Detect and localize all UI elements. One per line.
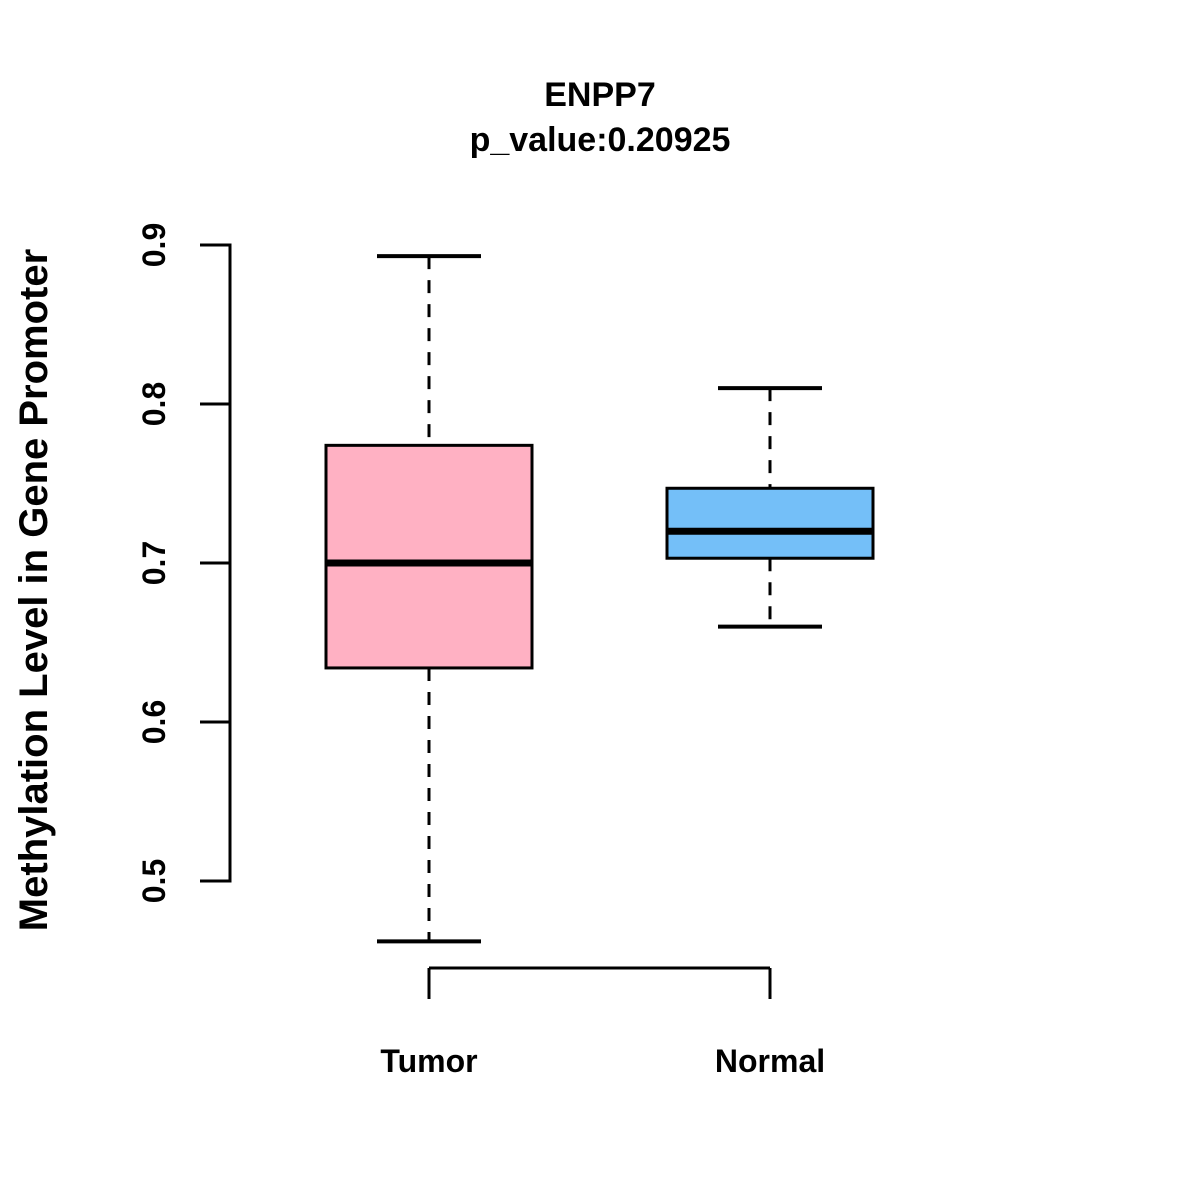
category-label-normal: Normal: [715, 1043, 825, 1079]
y-tick-label-0.9: 0.9: [136, 223, 172, 267]
y-tick-label-0.8: 0.8: [136, 382, 172, 426]
category-label-tumor: Tumor: [380, 1043, 477, 1079]
chart-title: ENPP7: [544, 76, 656, 114]
y-tick-label-0.5: 0.5: [136, 859, 172, 903]
y-tick-label-0.7: 0.7: [136, 541, 172, 585]
y-tick-label-0.6: 0.6: [136, 700, 172, 744]
y-axis-label: Methylation Level in Gene Promoter: [12, 248, 56, 932]
iqr-box-tumor: [324, 443, 534, 670]
iqr-box-normal: [665, 486, 875, 560]
chart-subtitle-pvalue: p_value:0.20925: [469, 121, 731, 159]
